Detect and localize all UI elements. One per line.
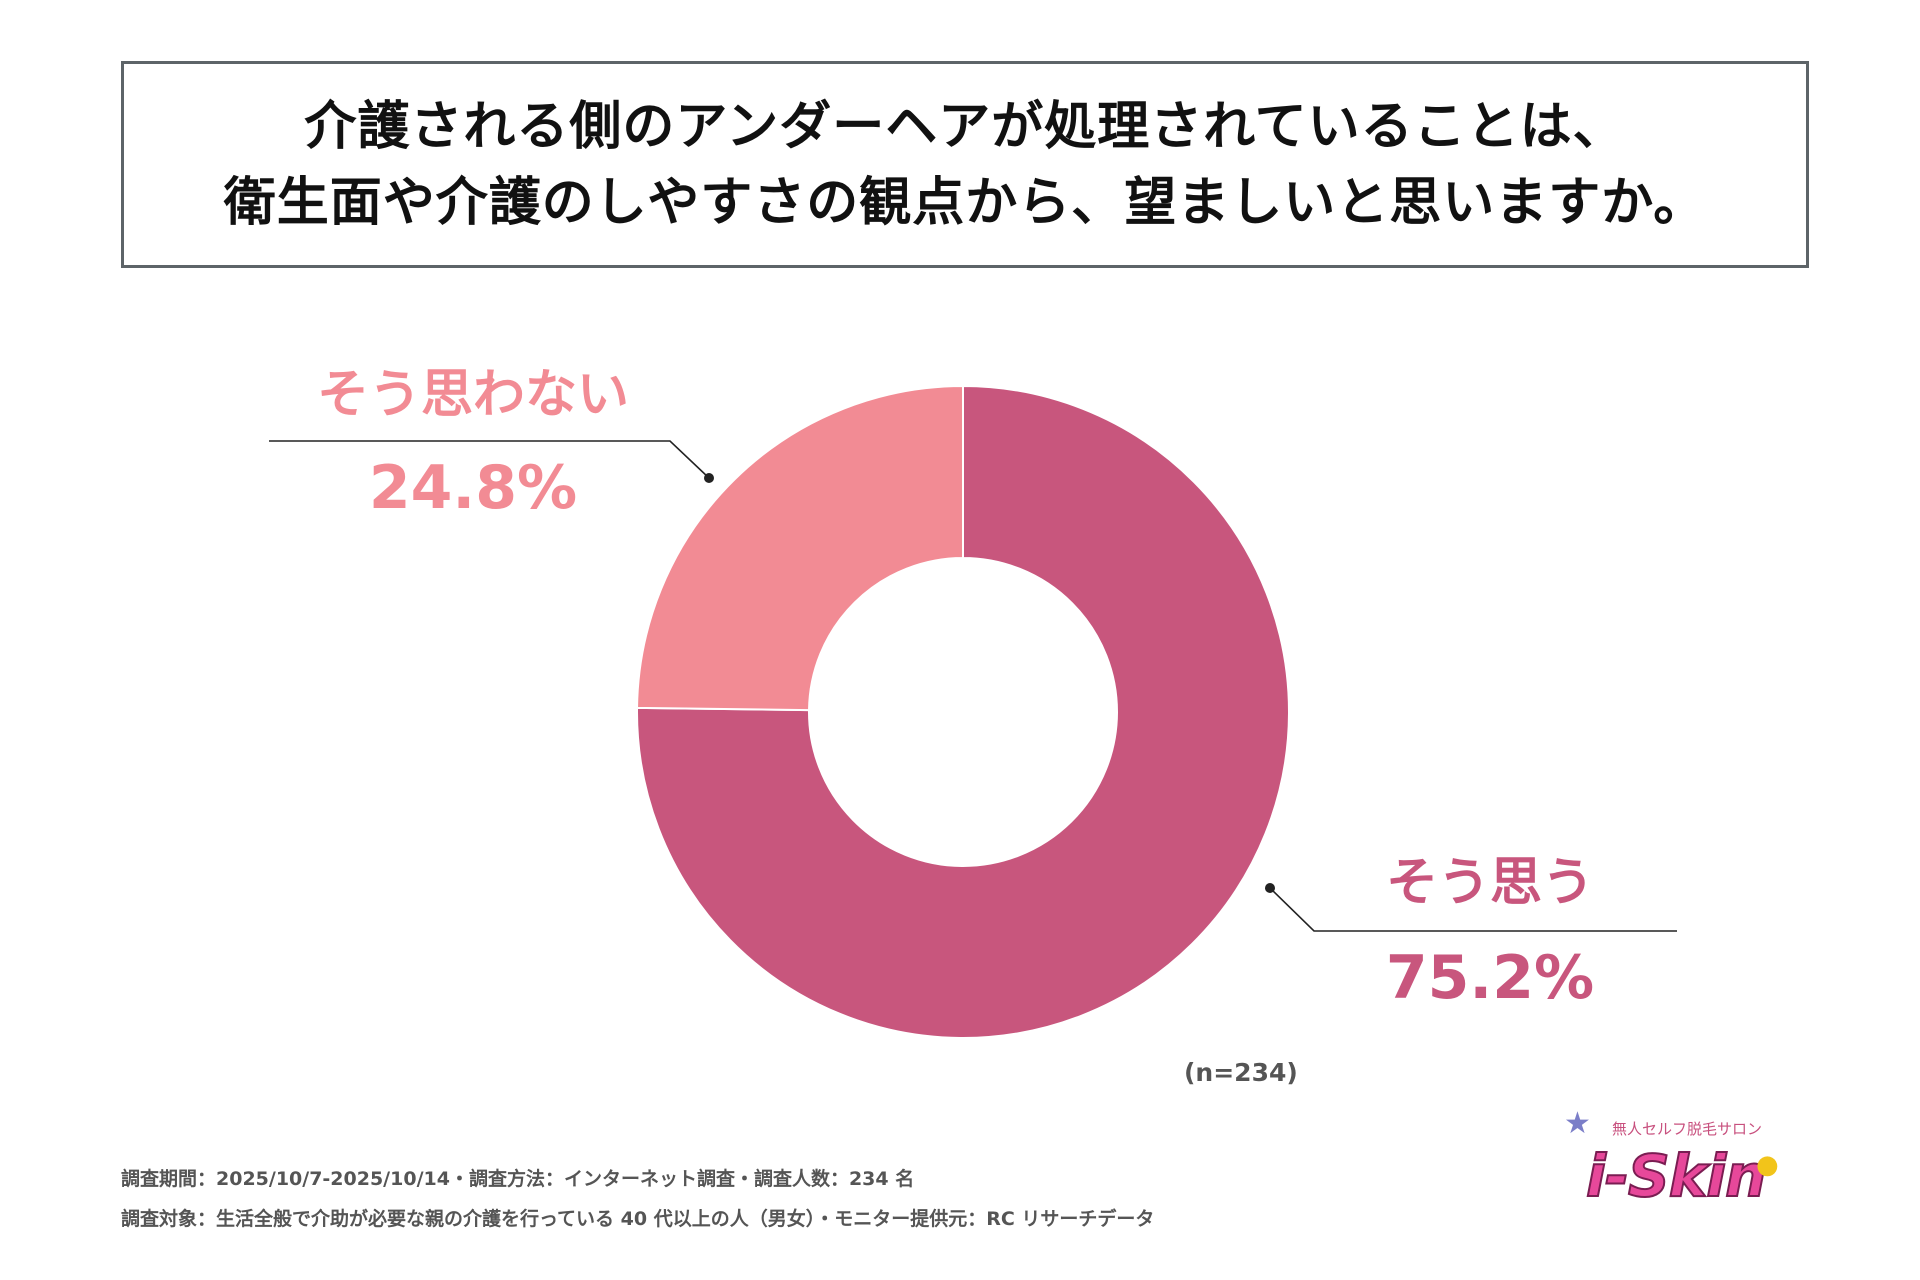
footnote-survey-period: 調査期間：2025/10/7-2025/10/14・調査方法：インターネット調査… — [121, 1168, 915, 1190]
leader-line-yes — [1269, 887, 1677, 932]
value-no: 24.8% — [369, 453, 577, 523]
sample-size-note: (n=234) — [1184, 1058, 1298, 1087]
title-box: 介護される側のアンダーヘアが処理されていることは、 衛生面や介護のしやすさの観点… — [121, 61, 1809, 268]
value-yes: 75.2% — [1386, 943, 1594, 1013]
title-line-2: 衛生面や介護のしやすさの観点から、望ましいと思いますか。 — [223, 172, 1707, 233]
logo-wordmark: i-Skin — [1585, 1142, 1767, 1210]
leader-dot-no — [704, 473, 714, 483]
title-line-1: 介護される側のアンダーヘアが処理されていることは、 — [304, 96, 1626, 157]
logo-tagline: 無人セルフ脱毛サロン — [1612, 1120, 1763, 1138]
leader-line-no — [269, 440, 710, 479]
label-no: そう思わない — [317, 365, 629, 425]
donut-slice-1 — [636, 384, 964, 712]
donut-slice-0 — [636, 384, 1290, 1039]
label-yes: そう思う — [1386, 853, 1594, 913]
footnote-survey-target: 調査対象：生活全般で介助が必要な親の介護を行っている 40 代以上の人（男女）・… — [121, 1208, 1155, 1230]
brand-logo: ★ 無人セルフ脱毛サロン i-Skin ● — [1560, 1100, 1800, 1230]
mascot-icon: ★ — [1564, 1106, 1591, 1141]
ball-icon: ● — [1756, 1150, 1779, 1180]
leader-dot-yes — [1265, 883, 1275, 893]
